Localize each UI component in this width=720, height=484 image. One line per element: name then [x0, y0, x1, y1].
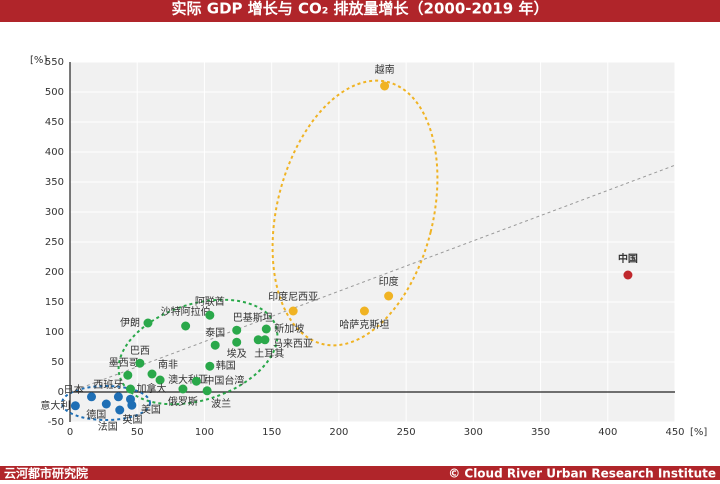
point-label: 伊朗 [120, 317, 140, 329]
y-tick-label: 500 [45, 87, 64, 98]
point-label: 埃及 [227, 347, 247, 360]
y-tick-label: 400 [45, 147, 64, 158]
group-ellipse [271, 79, 439, 347]
point-label: 法国 [98, 420, 118, 433]
point-label: 中国台湾 [204, 374, 244, 387]
chart-title: 实际 GDP 增长与 CO₂ 排放量增长（2000-2019 年） [172, 0, 549, 18]
point-label: 日本 [64, 383, 84, 396]
point-label: 德国 [86, 408, 106, 421]
scatter-point [135, 358, 145, 368]
point-label: 印度尼西亚 [268, 290, 318, 303]
y-tick-label: 350 [45, 177, 64, 188]
x-tick-label: 200 [329, 427, 348, 438]
y-tick-label: 100 [45, 327, 64, 338]
point-label: 波兰 [211, 397, 231, 410]
scatter-point [147, 369, 157, 379]
point-label: 韩国 [216, 359, 236, 372]
scatter-point [70, 401, 80, 411]
scatter-point [178, 384, 188, 394]
point-label: 西班牙 [93, 379, 123, 391]
scatter-point [380, 81, 390, 91]
x-tick-label: 450 [665, 427, 684, 438]
point-label: 阿联酋 [195, 295, 225, 308]
point-label: 巴西 [130, 345, 150, 357]
scatter-point [115, 405, 125, 415]
point-label: 美国 [141, 403, 161, 416]
point-label: 马来西亚 [273, 338, 313, 350]
scatter-point [155, 375, 165, 385]
scatter-point [359, 306, 369, 316]
scatter-point [181, 321, 191, 331]
point-label: 中国 [618, 252, 638, 265]
point-label: 土耳其 [254, 347, 284, 360]
scatter-point [253, 335, 263, 345]
scatter-point [126, 384, 135, 394]
scatter-point [87, 392, 97, 402]
scatter-point [143, 318, 153, 328]
footer-right: © Cloud River Urban Research Institute [448, 467, 716, 481]
y-tick-label: 550 [45, 57, 64, 68]
scatter-point [288, 306, 298, 316]
point-label: 俄罗斯 [168, 395, 198, 408]
y-tick-label: 150 [45, 297, 64, 308]
y-tick-label: 50 [51, 357, 64, 368]
footer-bar [0, 466, 720, 480]
x-tick-label: 300 [464, 427, 483, 438]
scatter-point [260, 335, 270, 345]
scatter-point [232, 325, 242, 335]
point-label: 南非 [158, 358, 178, 371]
group-ellipse [117, 298, 279, 406]
y-tick-label: 0 [58, 387, 64, 398]
x-tick-label: 150 [262, 427, 281, 438]
scatter-point [101, 399, 111, 409]
y-unit: [%] [30, 55, 47, 66]
x-tick-label: 250 [397, 427, 416, 438]
scatter-point [191, 376, 201, 386]
header-bar [0, 0, 720, 22]
footer-left: 云河都市研究院 [4, 466, 88, 481]
scatter-point [623, 270, 633, 280]
x-tick-label: 350 [531, 427, 550, 438]
point-label: 澳大利亚 [168, 373, 208, 386]
point-label: 印度 [379, 275, 399, 288]
point-label: 意大利 [40, 399, 70, 412]
scatter-point [232, 337, 242, 347]
scatter-point [205, 310, 215, 320]
y-tick-label: 200 [45, 267, 64, 278]
x-tick-label: 0 [67, 427, 73, 438]
point-label: 哈萨克斯坦 [339, 318, 389, 331]
x-unit: [%] [690, 427, 707, 438]
point-label: 沙特阿拉伯 [161, 305, 211, 318]
point-label: 英国 [123, 413, 143, 426]
x-tick-label: 400 [598, 427, 617, 438]
y-tick-label: 250 [45, 237, 64, 248]
x-tick-label: 50 [131, 427, 144, 438]
point-label: 泰国 [205, 326, 225, 339]
scatter-point [113, 392, 123, 402]
scatter-point [123, 370, 133, 380]
point-label: 加拿大 [137, 382, 167, 395]
scatter-point [127, 400, 137, 410]
scatter-point [202, 386, 212, 396]
y-tick-label: 450 [45, 117, 64, 128]
scatter-point [210, 340, 220, 350]
group-ellipse [61, 385, 151, 421]
point-label: 越南 [375, 63, 395, 76]
scatter-point [261, 324, 271, 334]
y-tick-label: -50 [48, 417, 64, 428]
scatter-point [384, 291, 394, 301]
scatter-point [205, 361, 215, 371]
x-tick-label: 100 [195, 427, 214, 438]
y-tick-label: 300 [45, 207, 64, 218]
point-label: 新加坡 [274, 322, 304, 335]
point-label: 巴基斯坦 [233, 311, 273, 324]
point-label: 墨西哥 [109, 357, 139, 369]
